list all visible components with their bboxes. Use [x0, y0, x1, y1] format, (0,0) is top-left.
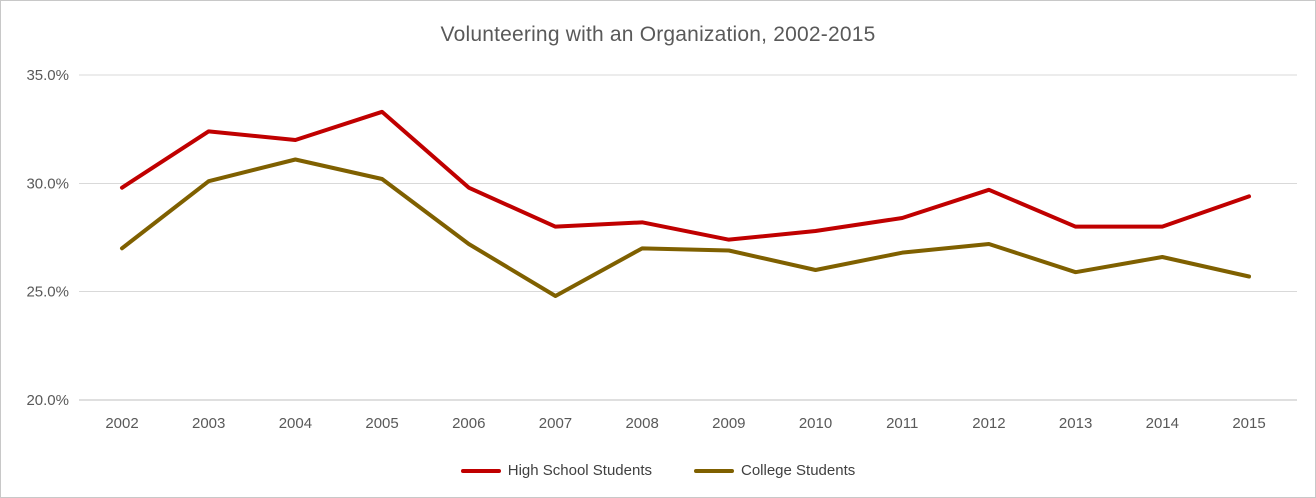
x-tick-label: 2010: [799, 415, 832, 432]
x-tick-label: 2012: [972, 415, 1005, 432]
x-tick-label: 2015: [1232, 415, 1265, 432]
chart-title: Volunteering with an Organization, 2002-…: [440, 23, 876, 46]
x-tick-label: 2014: [1146, 415, 1179, 432]
legend-label-high-school-students: High School Students: [507, 462, 652, 479]
legend-swatch-college-students: [694, 468, 734, 473]
chart-legend: High School Students College Students: [1, 462, 1315, 479]
x-tick-label: 2005: [365, 415, 398, 432]
legend-item-high-school-students: High School Students: [460, 462, 652, 479]
legend-item-college-students: College Students: [694, 462, 855, 479]
legend-label-college-students: College Students: [741, 462, 856, 479]
y-tick-label: 30.0%: [26, 175, 69, 192]
x-tick-label: 2008: [625, 415, 658, 432]
x-tick-label: 2007: [539, 415, 572, 432]
x-tick-label: 2009: [712, 415, 745, 432]
y-tick-label: 25.0%: [26, 284, 69, 301]
series-line-0: [120, 109, 1251, 242]
x-tick-label: 2013: [1059, 415, 1092, 432]
y-tick-label: 35.0%: [26, 67, 69, 84]
x-tick-label: 2004: [279, 415, 312, 432]
y-tick-label: 20.0%: [26, 392, 69, 409]
x-tick-label: 2002: [105, 415, 138, 432]
x-tick-label: 2003: [192, 415, 225, 432]
series-line-1: [120, 157, 1251, 298]
x-tick-label: 2006: [452, 415, 485, 432]
legend-swatch-high-school-students: [460, 468, 501, 473]
x-tick-label: 2011: [886, 415, 918, 432]
